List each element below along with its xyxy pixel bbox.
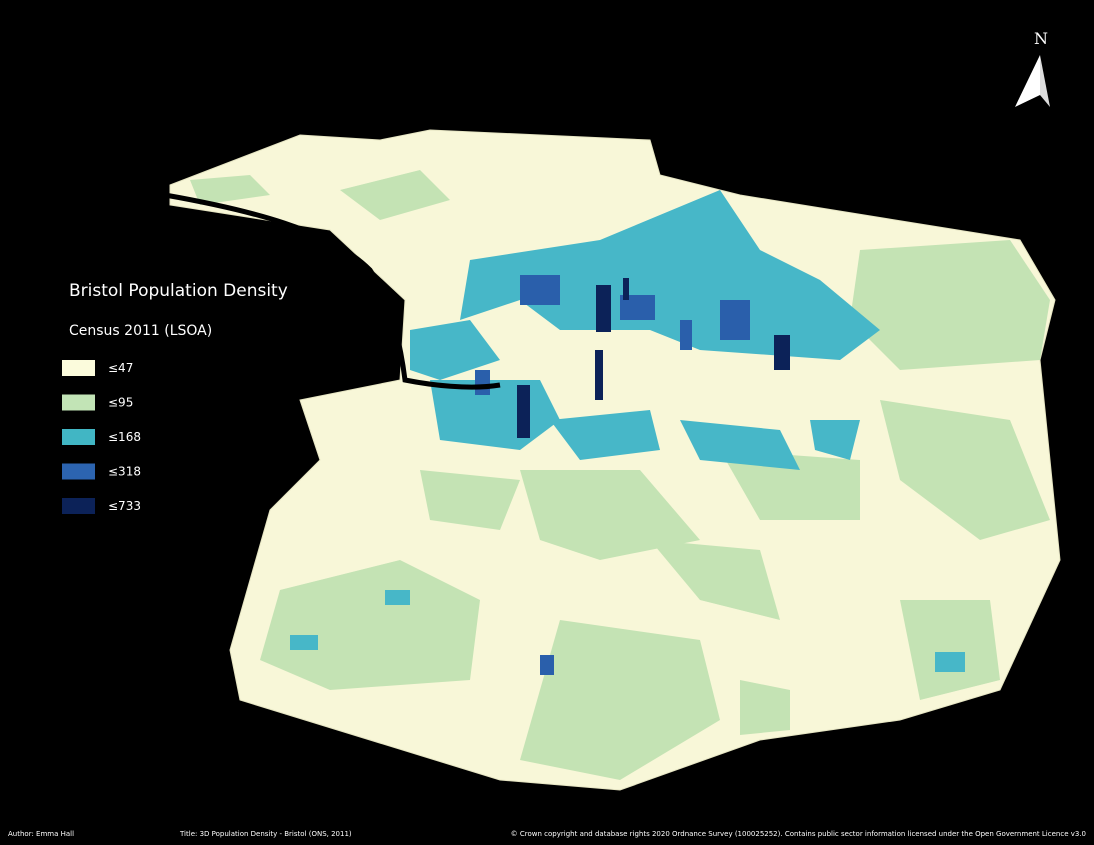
area xyxy=(720,450,860,520)
legend-swatch xyxy=(62,394,95,411)
area xyxy=(550,410,660,460)
area xyxy=(290,635,318,650)
area xyxy=(520,470,700,560)
area xyxy=(385,590,410,605)
legend: Bristol Population Density Census 2011 (… xyxy=(62,281,288,514)
area xyxy=(410,320,500,380)
area xyxy=(475,370,490,395)
legend-title: Bristol Population Density xyxy=(69,281,288,301)
arrow xyxy=(1040,55,1050,107)
tower xyxy=(596,285,611,332)
high-density-areas xyxy=(475,275,750,675)
medium-density-areas xyxy=(290,190,965,672)
area xyxy=(810,420,860,460)
area xyxy=(680,320,692,350)
north-label: N xyxy=(1034,29,1048,48)
area xyxy=(720,300,750,340)
area xyxy=(520,275,560,305)
area xyxy=(260,560,480,690)
green-areas xyxy=(190,170,1050,780)
area xyxy=(460,190,880,360)
author: Author: Emma Hall xyxy=(8,830,74,838)
area xyxy=(650,540,780,620)
area xyxy=(740,680,790,735)
tower xyxy=(623,278,629,300)
legend-swatch xyxy=(62,463,95,480)
tower xyxy=(774,335,790,370)
legend-swatch xyxy=(62,429,95,445)
area xyxy=(340,170,450,220)
legend-label: ≤733 xyxy=(108,499,141,513)
area xyxy=(880,400,1050,540)
area xyxy=(540,655,554,675)
peak-density-areas xyxy=(517,278,790,438)
legend-swatch xyxy=(62,498,95,514)
area xyxy=(850,240,1050,370)
north-arrow: N xyxy=(1015,29,1050,107)
area xyxy=(520,620,720,780)
arrow xyxy=(1015,55,1040,107)
area xyxy=(420,470,520,530)
legend-subtitle: Census 2011 (LSOA) xyxy=(69,323,212,339)
legend-label: ≤318 xyxy=(108,465,141,479)
tower xyxy=(595,350,603,400)
legend-label: ≤95 xyxy=(108,396,133,410)
legend-swatch xyxy=(62,360,95,376)
legend-label: ≤47 xyxy=(108,361,133,375)
credits: © Crown copyright and database rights 20… xyxy=(511,830,1086,838)
area xyxy=(190,175,270,205)
river xyxy=(164,192,501,390)
area xyxy=(935,652,965,672)
map-area xyxy=(164,129,1061,791)
area xyxy=(680,420,800,470)
area xyxy=(900,600,1000,700)
map-title: Title: 3D Population Density - Bristol (… xyxy=(179,830,352,838)
legend-label: ≤168 xyxy=(108,430,141,444)
tower xyxy=(517,385,530,438)
